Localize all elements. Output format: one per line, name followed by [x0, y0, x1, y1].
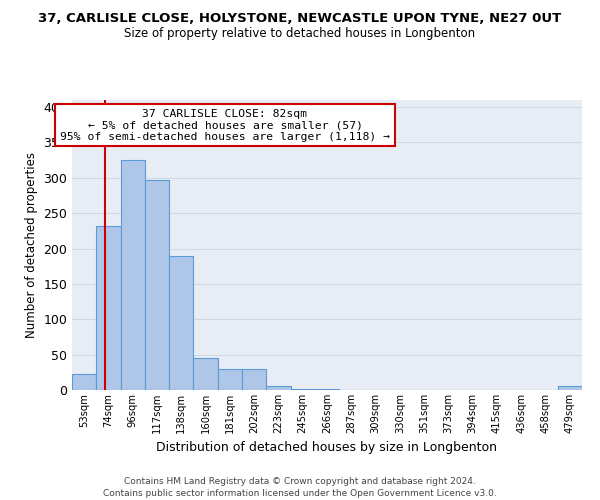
Text: 37 CARLISLE CLOSE: 82sqm
← 5% of detached houses are smaller (57)
95% of semi-de: 37 CARLISLE CLOSE: 82sqm ← 5% of detache… — [60, 108, 390, 142]
Bar — [242, 369, 266, 390]
Bar — [193, 358, 218, 390]
Bar — [558, 386, 582, 390]
Bar — [121, 160, 145, 390]
Bar — [266, 386, 290, 390]
Bar — [72, 374, 96, 390]
Text: 37, CARLISLE CLOSE, HOLYSTONE, NEWCASTLE UPON TYNE, NE27 0UT: 37, CARLISLE CLOSE, HOLYSTONE, NEWCASTLE… — [38, 12, 562, 26]
Bar — [96, 226, 121, 390]
Bar — [218, 370, 242, 390]
X-axis label: Distribution of detached houses by size in Longbenton: Distribution of detached houses by size … — [157, 442, 497, 454]
Y-axis label: Number of detached properties: Number of detached properties — [25, 152, 38, 338]
Text: Contains HM Land Registry data © Crown copyright and database right 2024.
Contai: Contains HM Land Registry data © Crown c… — [103, 476, 497, 498]
Bar — [145, 180, 169, 390]
Bar — [169, 256, 193, 390]
Bar — [290, 388, 315, 390]
Text: Size of property relative to detached houses in Longbenton: Size of property relative to detached ho… — [124, 28, 476, 40]
